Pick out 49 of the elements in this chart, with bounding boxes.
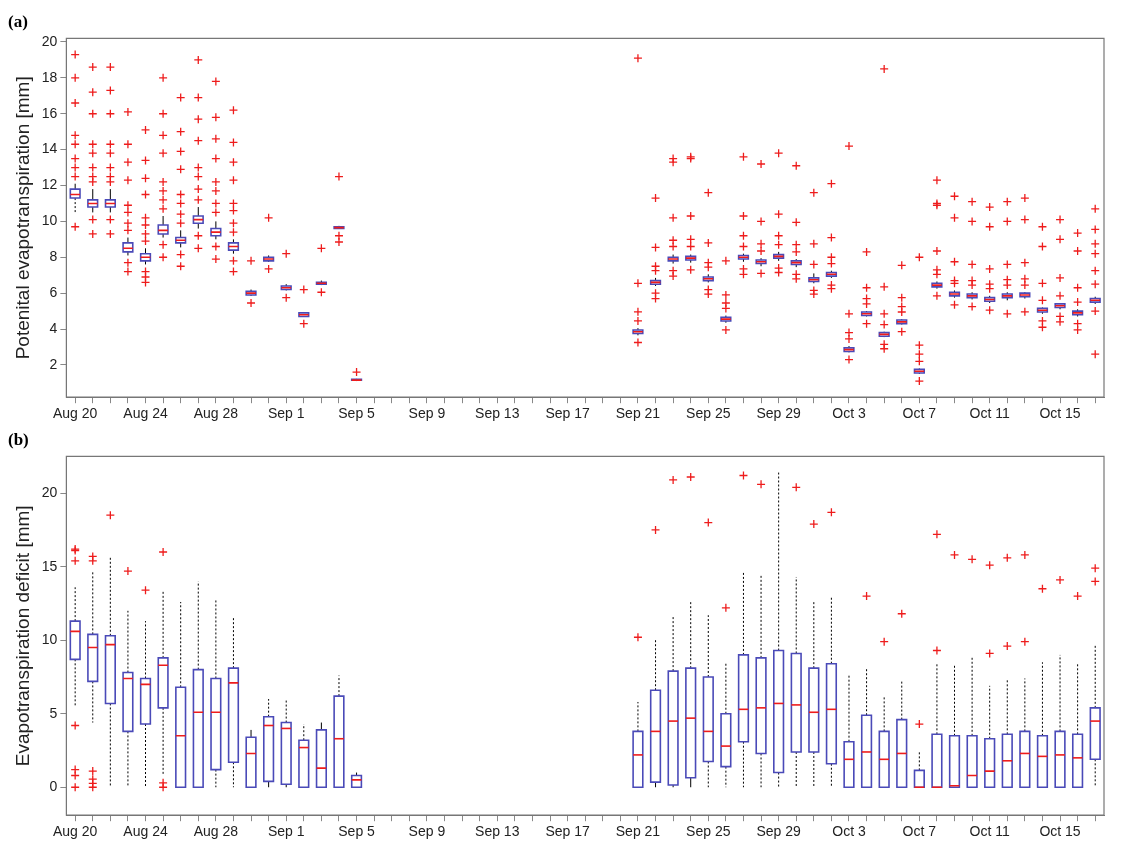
x-tick-label: Sep 21 [615,823,661,840]
y-tick-label: 4 [49,319,58,336]
x-tick-label: Oct 7 [902,823,937,840]
x-tick-label: Oct 3 [832,823,866,840]
x-tick-label: Aug 24 [123,405,168,422]
x-tick-label: Sep 25 [686,405,731,422]
x-tick-label: Aug 28 [193,405,239,422]
x-tick-label: Oct 15 [1039,823,1081,840]
x-tick-label: Oct 11 [969,405,1010,422]
x-tick-label: Sep 13 [475,405,520,422]
y-tick-label: 8 [49,248,58,265]
x-tick-label: Oct 11 [969,823,1010,840]
y-tick-label: 5 [49,704,58,721]
x-tick-label: Oct 7 [902,405,937,422]
x-tick-label: Sep 17 [545,823,590,840]
y-tick-label: 2 [49,355,58,372]
y-tick-label: 16 [41,104,58,121]
chart-title: (a) [8,11,28,31]
x-tick-label: Sep 17 [545,405,590,422]
x-tick-label: Sep 1 [267,823,305,840]
x-tick-label: Sep 13 [475,823,520,840]
y-tick-label: 14 [41,140,58,157]
x-tick-label: Sep 9 [408,823,446,840]
y-tick-label: 15 [41,557,58,574]
chart-title: (b) [8,429,29,449]
x-tick-label: Sep 5 [338,405,376,422]
x-tick-label: Oct 3 [832,405,866,422]
x-tick-label: Aug 20 [52,823,98,840]
y-tick-label: 20 [41,32,58,49]
x-tick-label: Aug 20 [52,405,98,422]
x-tick-label: Aug 24 [123,823,168,840]
y-tick-label: 10 [41,631,58,648]
y-tick-label: 20 [41,484,58,501]
x-tick-label: Sep 9 [408,405,446,422]
y-tick-label: 10 [41,212,58,229]
y-tick-label: 6 [49,284,58,301]
x-tick-label: Oct 15 [1039,405,1081,422]
y-tick-label: 0 [49,778,58,795]
x-tick-label: Sep 25 [686,823,731,840]
x-tick-label: Sep 29 [756,823,802,840]
x-tick-label: Aug 28 [193,823,239,840]
y-tick-label: 12 [41,176,58,193]
y-axis-title: Evapotranspiration deficit [mm] [11,505,33,767]
y-tick-label: 18 [41,68,58,85]
x-tick-label: Sep 29 [756,405,802,422]
x-tick-label: Sep 1 [267,405,305,422]
x-tick-label: Sep 5 [338,823,376,840]
y-axis-title: Potenital evapotranspiration [mm] [11,76,33,360]
x-tick-label: Sep 21 [615,405,661,422]
